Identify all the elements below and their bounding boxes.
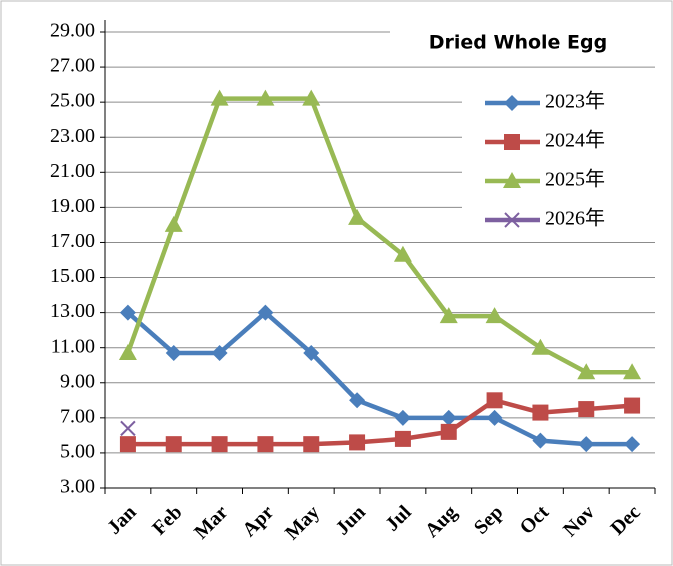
marker bbox=[532, 432, 549, 449]
marker bbox=[504, 134, 520, 150]
y-tick-label: 9.00 bbox=[60, 370, 95, 392]
marker bbox=[531, 338, 550, 355]
y-tick-label: 25.00 bbox=[50, 90, 95, 112]
marker bbox=[256, 89, 275, 106]
legend-label: 2025年 bbox=[545, 168, 605, 191]
marker bbox=[577, 363, 596, 380]
marker bbox=[303, 436, 320, 453]
y-tick-label: 15.00 bbox=[50, 265, 95, 287]
marker bbox=[394, 409, 411, 426]
marker bbox=[210, 89, 229, 106]
marker bbox=[349, 392, 366, 409]
marker bbox=[578, 436, 595, 453]
marker bbox=[532, 404, 549, 421]
legend-label: 2024年 bbox=[545, 129, 605, 152]
marker bbox=[485, 307, 504, 324]
marker bbox=[303, 344, 320, 361]
marker bbox=[504, 95, 520, 111]
title-box bbox=[390, 20, 656, 66]
y-tick-label: 7.00 bbox=[60, 405, 95, 427]
legend-label: 2026年 bbox=[545, 207, 605, 230]
y-tick-label: 17.00 bbox=[50, 230, 95, 252]
marker bbox=[394, 430, 411, 447]
chart-title: Dried Whole Egg bbox=[429, 32, 608, 54]
marker bbox=[440, 423, 457, 440]
marker bbox=[440, 409, 457, 426]
marker bbox=[211, 436, 228, 453]
marker bbox=[439, 307, 458, 324]
y-tick-label: 5.00 bbox=[60, 441, 95, 463]
marker bbox=[624, 397, 641, 414]
y-tick-label: 23.00 bbox=[50, 125, 95, 147]
y-tick-label: 13.00 bbox=[50, 300, 95, 322]
marker bbox=[486, 392, 503, 409]
marker bbox=[257, 436, 274, 453]
marker bbox=[165, 436, 182, 453]
marker bbox=[120, 420, 136, 437]
marker bbox=[393, 245, 412, 262]
marker bbox=[257, 304, 274, 321]
marker bbox=[211, 344, 228, 361]
marker bbox=[119, 304, 136, 321]
marker bbox=[503, 172, 521, 188]
marker bbox=[348, 208, 367, 225]
series-line bbox=[125, 96, 633, 375]
marker bbox=[164, 215, 183, 232]
y-tick-label: 19.00 bbox=[50, 195, 95, 217]
marker bbox=[119, 436, 136, 453]
marker bbox=[624, 436, 641, 453]
legend: 2023年 2024年 2025年 2026年 bbox=[485, 90, 605, 230]
marker bbox=[504, 212, 520, 228]
marker bbox=[623, 363, 642, 380]
y-tick-label: 21.00 bbox=[50, 160, 95, 182]
y-tick-label: 3.00 bbox=[60, 476, 95, 498]
marker bbox=[349, 434, 366, 451]
y-tick-label: 29.00 bbox=[50, 20, 95, 42]
marker bbox=[302, 89, 321, 106]
marker bbox=[486, 409, 503, 426]
legend-label: 2023年 bbox=[545, 90, 605, 113]
y-tick-label: 27.00 bbox=[50, 55, 95, 77]
y-tick-label: 11.00 bbox=[51, 335, 95, 357]
marker bbox=[165, 344, 182, 361]
marker bbox=[578, 401, 595, 418]
marker bbox=[118, 343, 137, 360]
